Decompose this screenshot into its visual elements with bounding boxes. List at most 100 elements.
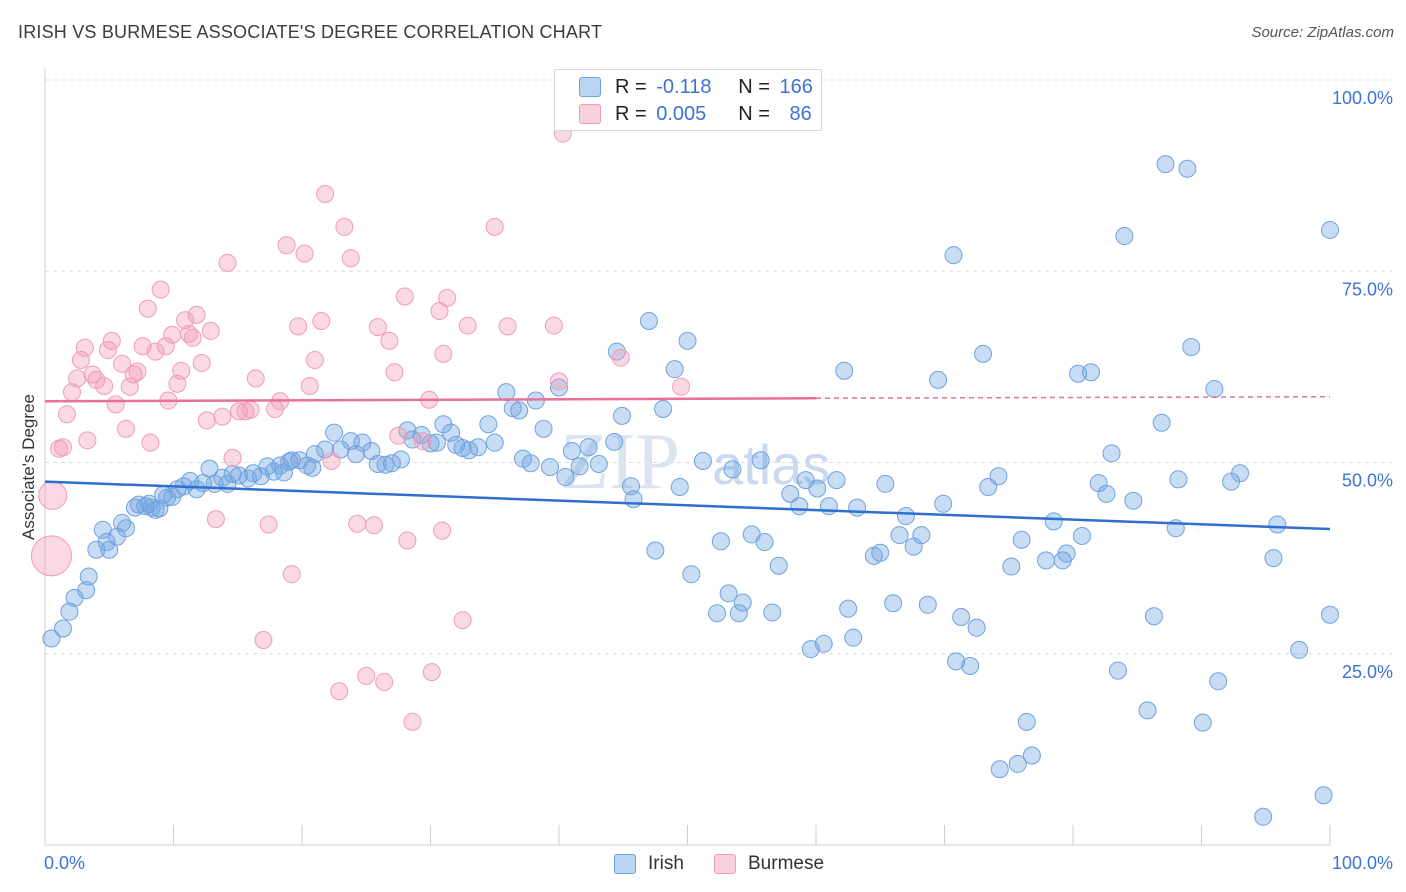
burmese-point [201,321,220,340]
burmese-point [218,253,237,272]
irish-point [510,401,529,420]
irish-point [1037,551,1056,570]
watermark-zip: ZIP [560,418,680,506]
y-tick-label: 25.0% [1342,662,1393,682]
burmese-n-label: N = [738,102,770,125]
x-tick-label-start: 0.0% [44,853,85,873]
burmese-swatch [579,104,601,124]
burmese-point [30,535,72,577]
irish-point [550,378,568,397]
irish-swatch [579,77,601,97]
burmese-point [672,377,691,396]
irish-point [521,454,540,473]
irish-point [646,541,665,560]
burmese-point [289,317,308,336]
irish-point [427,433,446,452]
burmese-point [151,280,170,299]
irish-point [1002,557,1021,576]
burmese-point [113,354,132,373]
irish-point [781,484,800,503]
axes [44,68,1331,846]
irish-point [639,311,658,330]
irish-point [1321,220,1339,239]
legend-item-irish[interactable]: Irish [614,852,684,876]
y-axis-label: Associate's Degree [19,394,38,540]
burmese-point [389,426,408,445]
irish-point [944,246,963,265]
irish-point [316,440,335,459]
irish-point [769,556,788,575]
irish-point [844,628,863,647]
burmese-point [375,673,394,692]
irish-point [989,467,1008,486]
burmese-point [223,448,242,467]
irish-point [665,360,684,379]
burmese-point [611,348,630,367]
chart-title: IRISH VS BURMESE ASSOCIATE'S DEGREE CORR… [18,22,603,42]
irish-point [325,423,344,442]
irish-point [42,629,61,648]
burmese-point [330,682,349,701]
burmese-trend-line [44,396,817,403]
burmese-point [458,316,477,335]
irish-point [1264,549,1283,568]
burmese-point [128,362,147,381]
irish-trend-line [44,480,1331,531]
irish-point [912,526,931,545]
irish-point [708,604,727,623]
burmese-point [75,338,94,357]
burmese-r-label: R = [615,102,647,125]
burmese-point [197,411,216,430]
irish-point [814,634,833,653]
irish-n-value: 166 [779,75,813,98]
burmese-point [146,342,165,361]
irish-point [961,656,980,675]
irish-point [1314,786,1333,805]
irish-point [871,543,890,562]
burmese-point [213,407,232,426]
irish-point [570,457,589,476]
irish-point [87,540,106,559]
irish-point [723,460,742,479]
irish-point [1182,337,1201,356]
irish-point [670,477,689,496]
irish-point [1169,470,1188,489]
burmese-point [348,514,367,533]
irish-point [497,383,516,402]
irish-point [974,344,993,363]
burmese-point [485,217,504,236]
irish-point [693,451,712,470]
burmese-point [172,361,191,380]
legend-row-burmese: R = 0.005 N = 86 [579,101,812,127]
irish-point [479,415,498,434]
burmese-point [380,331,399,350]
legend-item-burmese[interactable]: Burmese [714,852,824,876]
watermark-atlas: atlas [712,433,830,496]
trend-lines [44,395,1331,531]
burmese-point [357,666,376,685]
irish-point [990,760,1009,779]
irish-point [952,608,971,627]
irish-point [1072,526,1091,545]
irish-point [1209,672,1228,691]
irish-point [729,604,748,623]
irish-point [1022,746,1041,765]
burmese-point [71,350,90,369]
irish-point [79,567,98,586]
burmese-point [53,438,72,457]
correlation-legend: R = -0.118 N = 166 R = 0.005 N = 86 [554,69,822,131]
burmese-point [368,318,387,337]
burmese-point [254,630,273,649]
irish-point [1290,640,1309,659]
irish-point [556,468,575,487]
irish-point [1152,413,1171,432]
irish-point [1012,530,1031,549]
irish-point [77,581,96,600]
tick-labels: 100.0% 75.0% 50.0% 25.0% 0.0% 100.0% [44,88,1393,873]
burmese-point [230,402,249,421]
burmese-point [550,372,568,391]
burmese-point [322,451,341,470]
irish-point [835,361,854,380]
burmese-point [312,311,331,330]
burmese-point [187,305,206,324]
